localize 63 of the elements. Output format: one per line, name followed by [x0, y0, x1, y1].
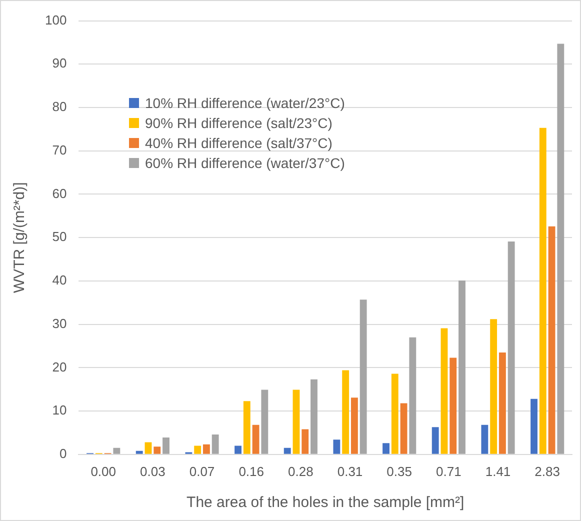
- x-tick-label: 2.83: [534, 464, 560, 479]
- bar: [548, 226, 556, 454]
- bar: [360, 300, 367, 454]
- x-tick-label: 0.71: [436, 464, 462, 479]
- bar: [243, 401, 250, 454]
- bar: [144, 442, 152, 454]
- bar: [136, 450, 143, 454]
- y-tick-label: 50: [52, 229, 67, 244]
- bar: [252, 424, 260, 454]
- x-tick-label: 1.41: [485, 464, 511, 479]
- bar: [382, 443, 390, 454]
- bar: [162, 437, 170, 454]
- x-tick-label: 0.16: [238, 464, 264, 479]
- bar: [391, 374, 398, 454]
- bar: [154, 446, 161, 454]
- bar: [234, 446, 242, 454]
- y-tick-label: 90: [52, 56, 67, 71]
- x-axis-title: The area of the holes in the sample [mm²]: [186, 494, 464, 512]
- y-tick-label: 70: [52, 142, 67, 158]
- x-tick-label: 0.07: [189, 464, 215, 479]
- bar: [409, 337, 416, 454]
- y-tick-label: 10: [52, 402, 67, 418]
- bar: [212, 434, 219, 454]
- y-tick-label: 60: [52, 186, 67, 201]
- x-tick-label: 0.35: [386, 464, 412, 479]
- y-axis-title: WVTR [g/(m²*d)]: [11, 182, 28, 294]
- bar: [261, 390, 268, 454]
- y-tick-label: 40: [52, 272, 67, 288]
- legend-label: 40% RH difference (salt/37°C): [145, 134, 332, 153]
- y-tick-label: 100: [44, 12, 67, 28]
- y-tick-label: 80: [52, 99, 67, 114]
- bar: [292, 390, 300, 454]
- bar: [458, 280, 466, 454]
- bar: [498, 352, 506, 454]
- y-tick-label: 30: [52, 316, 67, 331]
- bar: [342, 370, 350, 454]
- legend-label: 10% RH difference (water/23°C): [145, 94, 345, 113]
- legend-label: 90% RH difference (salt/23°C): [145, 114, 332, 133]
- bar: [333, 440, 340, 454]
- bar: [302, 429, 309, 454]
- bar: [508, 242, 515, 454]
- bar: [450, 358, 457, 454]
- bar: [490, 319, 498, 454]
- x-tick-label: 0.31: [337, 464, 363, 479]
- bar: [557, 44, 564, 454]
- bar: [194, 446, 202, 454]
- bar: [432, 427, 439, 454]
- legend-label: 60% RH difference (water/37°C): [145, 154, 345, 173]
- x-tick-label: 0.03: [140, 464, 166, 479]
- bar: [350, 398, 358, 454]
- bar: [310, 379, 318, 454]
- bar: [530, 398, 538, 454]
- x-tick-label: 0.28: [288, 464, 314, 479]
- bar: [539, 128, 546, 454]
- y-tick-label: 0: [59, 446, 67, 461]
- y-tick-label: 20: [52, 359, 67, 374]
- bar: [202, 444, 210, 454]
- bar: [113, 448, 120, 454]
- bar: [400, 403, 408, 454]
- bar: [284, 448, 291, 454]
- bar: [481, 424, 488, 454]
- x-tick-label: 0.00: [90, 464, 116, 479]
- bar: [440, 328, 448, 454]
